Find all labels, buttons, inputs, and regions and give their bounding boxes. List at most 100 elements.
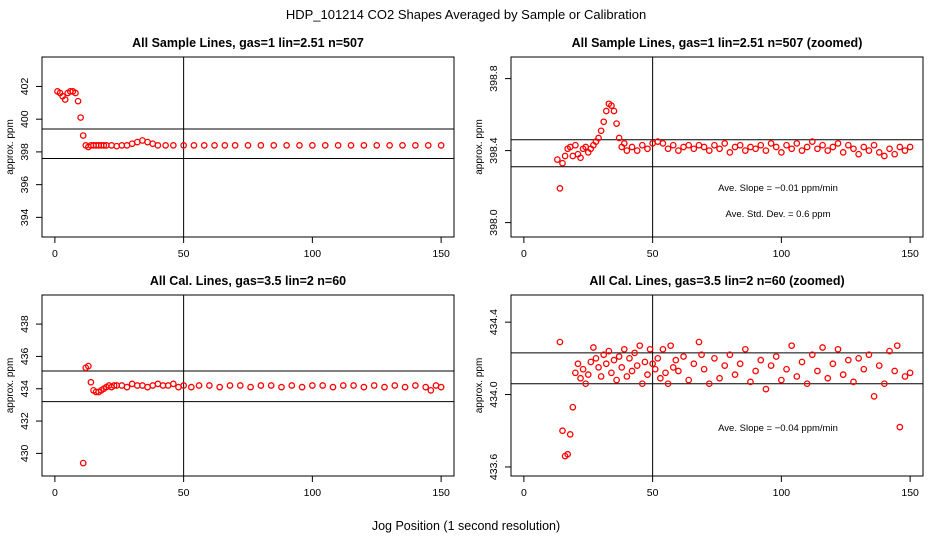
data-point [566,431,574,438]
x-tick-label: 100 [773,487,791,499]
data-point [278,383,285,391]
data-point [893,342,901,350]
data-point [752,145,759,153]
panel-title: All Cal. Lines, gas=3.5 lin=2 n=60 [150,274,346,288]
annotation: Ave. Slope = −0.01 ppm/min [718,183,838,194]
data-point [636,342,644,350]
data-point [572,369,579,377]
data-point [628,367,636,375]
panel-2: All Sample Lines, gas=1 lin=2.51 n=507 (… [474,36,924,260]
x-tick-label: 0 [52,487,58,499]
data-point [896,143,904,151]
data-point [169,142,177,149]
figure-title: HDP_101214 CO2 Shapes Averaged by Sample… [286,7,646,22]
data-point [216,383,224,391]
data-point [778,149,785,156]
y-tick-label: 434.0 [488,381,500,407]
data-point [865,351,873,359]
data-point [803,143,811,151]
plot-frame [510,56,924,238]
data-point [662,369,669,377]
data-point [633,362,641,369]
x-tick-label: 50 [178,487,190,499]
data-point [257,382,265,389]
data-point [123,383,131,391]
data-point [110,382,118,389]
data-point [705,380,713,388]
data-point [747,378,754,386]
data-point [783,365,790,373]
plot-frame [41,294,455,477]
data-point [610,107,618,115]
data-point [685,141,693,149]
data-point [667,342,675,350]
data-point [875,362,883,369]
y-tick-label: 438 [19,315,31,333]
y-tick-label: 402 [19,78,31,96]
data-point [654,354,662,362]
y-tick-label: 400 [19,110,31,128]
data-point [595,364,602,371]
data-point [401,383,409,391]
data-point [113,142,121,150]
data-point [881,380,888,388]
data-point [690,360,698,368]
data-point [613,120,620,127]
data-point [736,360,744,368]
data-point [891,150,899,158]
data-point [85,362,92,370]
data-point [79,459,87,467]
data-point [309,382,316,389]
data-point [726,149,734,156]
y-axis-label: approx. ppm [5,119,16,175]
y-axis-label: approx. ppm [474,358,485,414]
data-point [569,403,577,411]
data-point [716,145,723,153]
data-point [556,338,564,346]
data-point [559,427,566,435]
data-point [875,149,883,156]
x-tick-label: 0 [521,487,527,499]
data-point [211,142,218,149]
data-point [762,147,770,154]
data-point [633,147,641,154]
data-point [860,143,868,151]
data-point [206,382,213,389]
data-point [381,383,388,391]
data-point [61,96,69,103]
x-tick-label: 150 [432,487,450,499]
data-point [793,373,801,380]
data-point [162,142,169,149]
data-point [675,367,682,375]
data-point [236,382,244,389]
data-point [644,371,651,378]
data-point [865,147,873,154]
data-point [808,351,816,359]
data-point [829,360,837,368]
data-point [721,362,729,369]
panel-3: All Cal. Lines, gas=3.5 lin=2 n=60 0 50 100… [5,274,455,499]
data-point [757,356,765,364]
data-point [169,380,177,388]
x-tick-label: 50 [178,248,190,260]
data-point [623,147,631,154]
data-point [595,134,602,142]
data-point [180,382,187,389]
data-point [386,142,393,149]
data-point [664,380,672,388]
x-tick-label: 0 [521,248,527,260]
data-point [579,365,587,373]
data-point [613,376,620,384]
data-point [731,371,739,378]
data-point [834,345,842,353]
data-point [592,354,600,362]
data-point [597,373,605,380]
x-tick-label: 0 [52,248,58,260]
data-point [844,356,852,364]
y-tick-label: 396 [19,176,31,194]
data-point [839,149,847,156]
data-point [644,145,651,153]
data-point [288,382,296,389]
